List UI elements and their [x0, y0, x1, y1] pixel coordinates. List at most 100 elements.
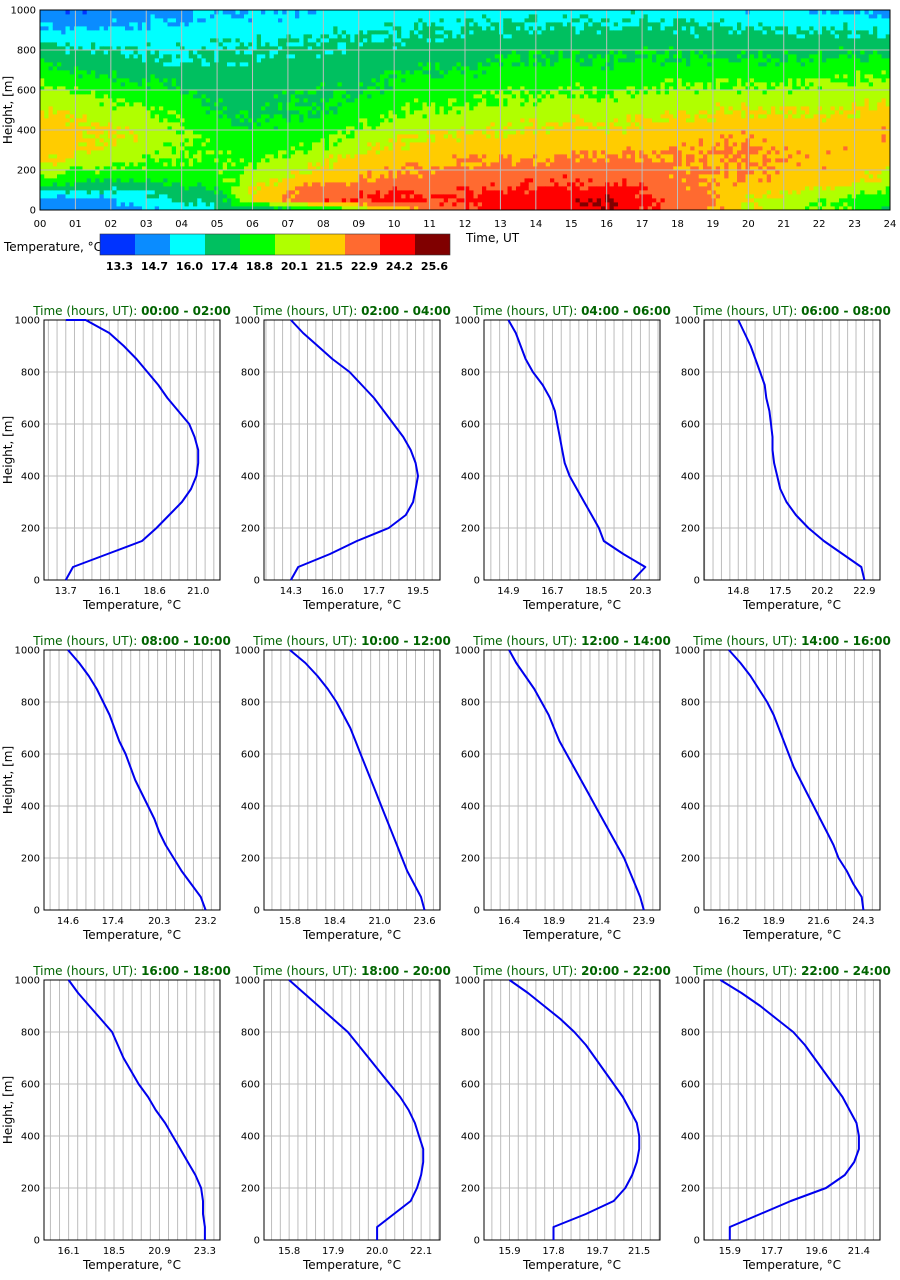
heatmap-cell — [273, 22, 279, 27]
heatmap-cell — [163, 86, 168, 91]
heatmap-cell — [452, 134, 457, 139]
heatmap-cell — [125, 182, 130, 187]
heatmap-cell — [159, 54, 164, 59]
heatmap-cell — [341, 118, 347, 123]
heatmap-cell — [65, 138, 71, 143]
heatmap-cell — [363, 74, 368, 79]
heatmap-cell — [205, 206, 211, 211]
heatmap-cell — [435, 118, 440, 123]
heatmap-cell — [448, 14, 453, 19]
heatmap-cell — [48, 122, 54, 127]
heatmap-cell — [363, 150, 368, 155]
heatmap-cell — [99, 194, 105, 199]
heatmap-cell — [350, 34, 355, 39]
heatmap-cell — [439, 154, 445, 159]
heatmap-cell — [103, 14, 109, 19]
heatmap-cell — [418, 34, 423, 39]
heatmap-cell — [405, 18, 411, 23]
heatmap-cell — [235, 130, 241, 135]
heatmap-cell — [40, 186, 45, 191]
heatmap-cell — [371, 198, 377, 203]
heatmap-cell — [299, 102, 304, 107]
heatmap-cell — [333, 178, 338, 183]
heatmap-cell — [82, 86, 88, 91]
heatmap-cell — [350, 198, 355, 203]
heatmap-cell — [409, 70, 415, 75]
heatmap-cell — [341, 18, 347, 23]
heatmap-cell — [193, 14, 198, 19]
heatmap-cell — [180, 74, 185, 79]
heatmap-cell — [329, 78, 334, 83]
heatmap-cell — [86, 18, 92, 23]
heatmap-cell — [418, 138, 423, 143]
heatmap-cell — [184, 206, 190, 211]
heatmap-cell — [392, 34, 398, 39]
heatmap-cell — [150, 82, 156, 87]
heatmap-cell — [426, 66, 432, 71]
heatmap-cell — [129, 78, 134, 83]
heatmap-cell — [159, 150, 164, 155]
heatmap-cell — [180, 186, 185, 191]
heatmap-cell — [69, 146, 75, 151]
heatmap-cell — [142, 134, 147, 139]
heatmap-cell — [426, 138, 432, 143]
heatmap-cell — [48, 170, 54, 175]
heatmap-cell — [235, 174, 241, 179]
heatmap-cell — [188, 66, 194, 71]
heatmap-cell — [52, 66, 58, 71]
heatmap-cell — [435, 122, 440, 127]
heatmap-cell — [303, 162, 309, 167]
heatmap-cell — [99, 78, 105, 83]
heatmap-cell — [418, 26, 423, 31]
heatmap-cell — [303, 202, 309, 207]
heatmap-cell — [48, 70, 54, 75]
heatmap-cell — [154, 14, 160, 19]
heatmap-cell — [163, 38, 168, 43]
heatmap-cell — [286, 22, 292, 27]
heatmap-cell — [78, 38, 83, 43]
heatmap-cell — [57, 54, 62, 59]
heatmap-cell — [167, 30, 173, 35]
heatmap-cell — [312, 142, 317, 147]
heatmap-cell — [125, 122, 130, 127]
heatmap-cell — [74, 42, 79, 47]
heatmap-cell — [397, 118, 402, 123]
heatmap-cell — [278, 150, 283, 155]
heatmap-cell — [48, 86, 54, 91]
heatmap-cell — [227, 166, 232, 171]
heatmap-cell — [65, 190, 71, 195]
heatmap-cell — [397, 82, 402, 87]
heatmap-cell — [452, 18, 457, 23]
heatmap-cell — [40, 190, 45, 195]
heatmap-cell — [295, 162, 300, 167]
heatmap-cell — [125, 86, 130, 91]
heatmap-cell — [125, 26, 130, 31]
heatmap-cell — [414, 22, 419, 27]
heatmap-cell — [103, 118, 109, 123]
heatmap-cell — [414, 170, 419, 175]
heatmap-cell — [218, 38, 224, 43]
heatmap-cell — [57, 34, 62, 39]
heatmap-cell — [218, 146, 224, 151]
heatmap-cell — [184, 166, 190, 171]
heatmap-cell — [286, 150, 292, 155]
heatmap-cell — [401, 142, 406, 147]
heatmap-cell — [333, 74, 338, 79]
heatmap-cell — [44, 114, 49, 119]
heatmap-cell — [316, 126, 321, 131]
heatmap-cell — [201, 22, 207, 27]
heatmap-cell — [307, 58, 313, 63]
heatmap-cell — [448, 194, 453, 199]
heatmap-cell — [218, 26, 224, 31]
heatmap-cell — [163, 202, 168, 207]
heatmap-cell — [239, 86, 245, 91]
heatmap-cell — [133, 38, 139, 43]
heatmap-cell — [299, 134, 304, 139]
heatmap-cell — [401, 114, 406, 119]
heatmap-cell — [431, 170, 436, 175]
heatmap-cell — [358, 86, 364, 91]
heatmap-cell — [324, 14, 330, 19]
heatmap-cell — [341, 150, 347, 155]
heatmap-cell — [52, 90, 58, 95]
heatmap-cell — [112, 122, 117, 127]
